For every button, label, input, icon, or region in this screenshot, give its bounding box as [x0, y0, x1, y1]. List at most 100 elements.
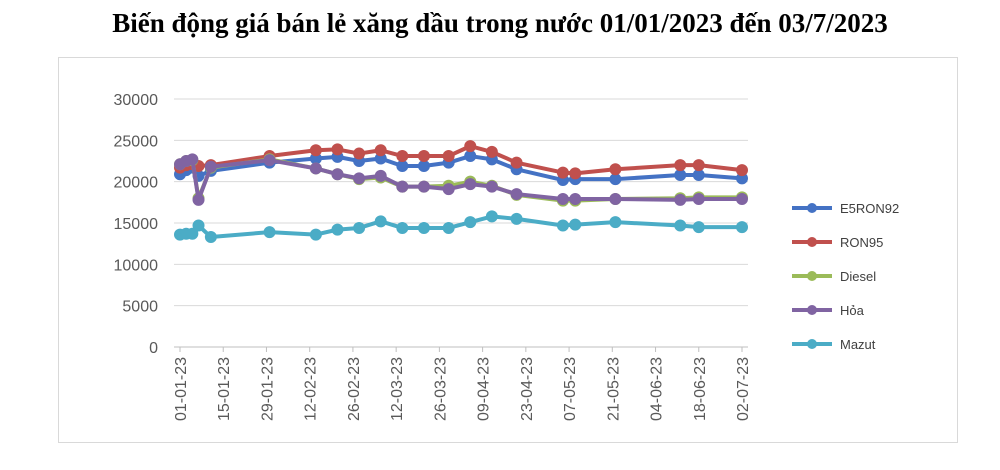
- data-point-Hỏa: [353, 172, 366, 185]
- data-point-Hỏa: [674, 193, 687, 206]
- data-point-RON95: [374, 144, 387, 157]
- data-point-Hỏa: [331, 168, 344, 181]
- data-point-RON95: [442, 150, 455, 163]
- data-point-Mazut: [510, 212, 523, 225]
- data-point-E5RON92: [609, 173, 622, 186]
- data-point-Hỏa: [186, 153, 199, 166]
- data-point-Hỏa: [736, 193, 748, 206]
- data-point-Mazut: [331, 223, 344, 236]
- x-tick-label: 15-01-23: [216, 357, 233, 421]
- data-point-RON95: [674, 159, 687, 172]
- x-tick-label: 26-03-23: [432, 357, 449, 421]
- y-tick-label: 25000: [114, 133, 159, 150]
- x-tick-label: 29-01-23: [259, 357, 276, 421]
- data-point-Mazut: [192, 219, 205, 232]
- data-point-RON95: [556, 166, 569, 179]
- data-point-Hỏa: [464, 178, 477, 191]
- y-tick-label: 30000: [114, 92, 159, 109]
- data-point-E5RON92: [674, 169, 687, 182]
- legend-label: E5RON92: [840, 201, 899, 216]
- data-point-Mazut: [485, 210, 498, 223]
- data-point-Mazut: [417, 221, 430, 234]
- data-point-RON95: [464, 140, 477, 153]
- data-point-RON95: [736, 164, 748, 177]
- x-tick-label: 12-02-23: [303, 357, 320, 421]
- series-line-E5RON92: [178, 154, 744, 183]
- data-point-Mazut: [609, 216, 622, 229]
- data-point-Hỏa: [569, 193, 582, 206]
- legend-label: Diesel: [840, 269, 876, 284]
- data-point-RON95: [510, 156, 523, 169]
- data-point-Hỏa: [692, 193, 705, 206]
- x-tick-label: 07-05-23: [562, 357, 579, 421]
- x-tick-label: 21-05-23: [605, 357, 622, 421]
- data-point-Hỏa: [192, 193, 205, 206]
- x-tick-label: 23-04-23: [519, 357, 536, 421]
- data-point-Mazut: [569, 218, 582, 231]
- data-point-Mazut: [692, 221, 705, 234]
- x-tick-label: 26-02-23: [346, 357, 363, 421]
- data-point-Mazut: [263, 226, 276, 239]
- series-line-RON95: [178, 144, 744, 176]
- data-point-RON95: [692, 159, 705, 172]
- x-tick-label: 12-03-23: [389, 357, 406, 421]
- data-point-Hỏa: [510, 188, 523, 201]
- data-point-E5RON92: [417, 159, 430, 172]
- x-tick-label: 04-06-23: [649, 357, 666, 421]
- y-tick-label: 0: [149, 340, 158, 357]
- data-point-Hỏa: [417, 180, 430, 193]
- x-tick-label: 09-04-23: [476, 357, 493, 421]
- data-point-RON95: [331, 143, 344, 156]
- data-point-Mazut: [186, 227, 199, 240]
- data-point-Mazut: [736, 221, 748, 234]
- data-point-E5RON92: [464, 150, 477, 163]
- data-point-RON95: [485, 145, 498, 158]
- legend-label: Mazut: [840, 337, 876, 352]
- data-point-Mazut: [674, 219, 687, 232]
- data-point-Hỏa: [309, 162, 322, 175]
- legend-label: Hỏa: [840, 303, 865, 318]
- series-line-Hỏa: [178, 157, 744, 202]
- legend-marker-Mazut: [807, 339, 817, 349]
- data-point-E5RON92: [692, 169, 705, 182]
- data-point-Mazut: [556, 219, 569, 232]
- data-point-Hỏa: [263, 154, 276, 167]
- data-point-Mazut: [353, 221, 366, 234]
- legend-marker-E5RON92: [807, 203, 817, 213]
- data-point-Hỏa: [485, 180, 498, 193]
- x-tick-label: 02-07-23: [735, 357, 752, 421]
- data-point-RON95: [396, 150, 409, 163]
- chart-frame: [58, 57, 958, 443]
- series-line-Mazut: [178, 214, 744, 240]
- data-point-Mazut: [204, 231, 217, 244]
- legend-marker-RON95: [807, 237, 817, 247]
- x-tick-label: 18-06-23: [692, 357, 709, 421]
- x-tick-label: 01-01-23: [173, 357, 190, 421]
- data-point-Hỏa: [374, 169, 387, 182]
- data-point-RON95: [417, 150, 430, 163]
- data-point-RON95: [569, 167, 582, 180]
- y-tick-label: 10000: [114, 257, 159, 274]
- legend-marker-Diesel: [807, 271, 817, 281]
- legend-label: RON95: [840, 235, 883, 250]
- y-tick-label: 20000: [114, 175, 159, 192]
- data-point-Hỏa: [609, 193, 622, 206]
- y-tick-label: 5000: [122, 299, 158, 316]
- data-point-Mazut: [464, 216, 477, 229]
- data-point-RON95: [309, 144, 322, 157]
- data-point-Mazut: [442, 221, 455, 234]
- data-point-Hỏa: [442, 183, 455, 196]
- data-point-Hỏa: [556, 193, 569, 206]
- data-point-E5RON92: [396, 159, 409, 172]
- legend-marker-Hỏa: [807, 305, 817, 315]
- data-point-Mazut: [396, 221, 409, 234]
- data-point-RON95: [609, 163, 622, 176]
- y-tick-label: 15000: [114, 216, 159, 233]
- data-point-Hỏa: [204, 160, 217, 173]
- data-point-Hỏa: [396, 180, 409, 193]
- data-point-Mazut: [374, 215, 387, 228]
- data-point-RON95: [353, 147, 366, 160]
- data-point-Mazut: [309, 228, 322, 241]
- chart-title: Biến động giá bán lẻ xăng dầu trong nước…: [112, 8, 888, 38]
